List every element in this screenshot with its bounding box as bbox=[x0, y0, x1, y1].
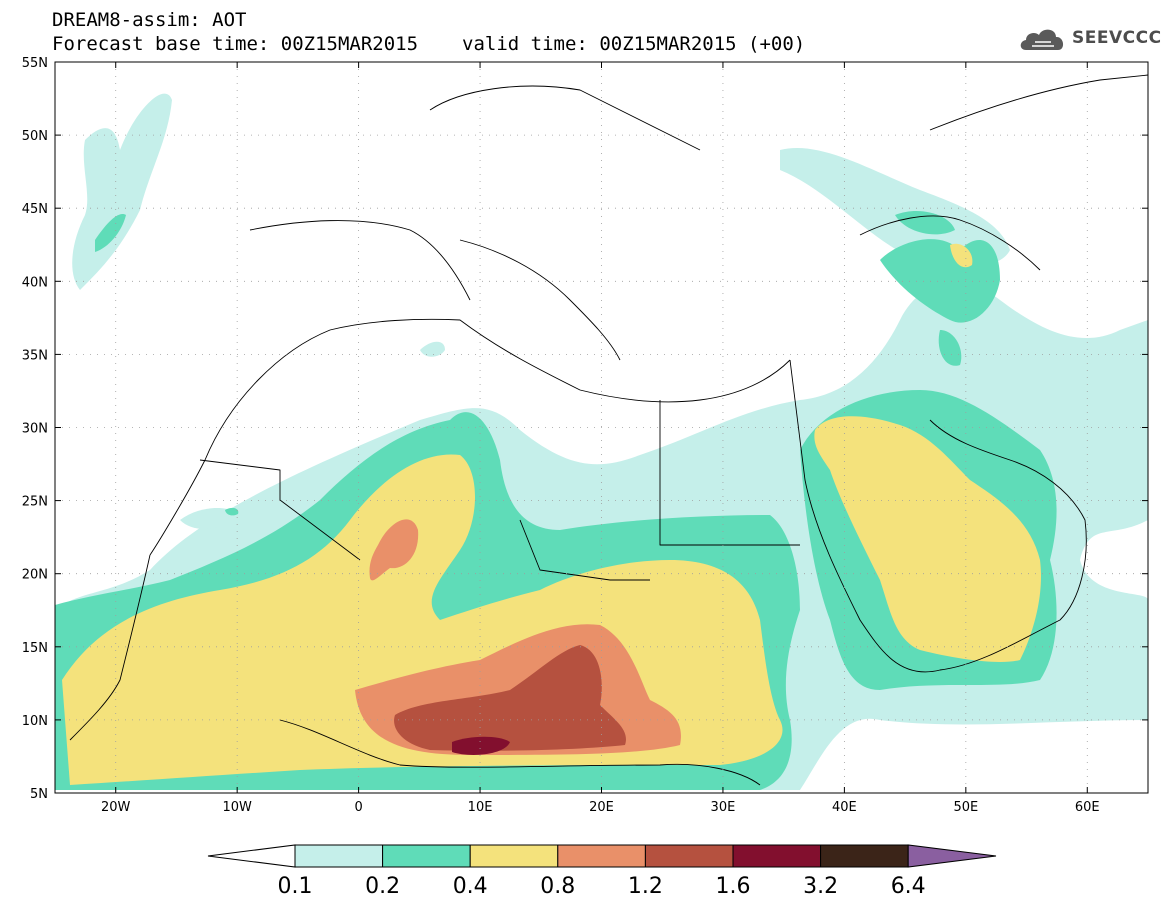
colorbar-label: 3.2 bbox=[803, 874, 838, 899]
colorbar: 0.1 0.2 0.4 0.8 1.2 1.6 3.2 6.4 bbox=[207, 844, 997, 899]
lat-label: 35N bbox=[22, 348, 48, 363]
aot-band-1.2 bbox=[394, 645, 626, 751]
colorbar-label: 0.2 bbox=[365, 874, 400, 899]
colorbar-label: 0.1 bbox=[278, 874, 313, 899]
colorbar-box bbox=[644, 844, 734, 868]
lon-label: 10W bbox=[222, 800, 252, 815]
lat-label: 30N bbox=[22, 422, 48, 437]
lon-label: 60E bbox=[1075, 800, 1100, 815]
colorbar-box bbox=[732, 844, 822, 868]
graticule bbox=[55, 62, 1148, 793]
lon-label: 30E bbox=[711, 800, 736, 815]
colorbar-label: 0.8 bbox=[540, 874, 575, 899]
colorbar-box bbox=[382, 844, 471, 868]
colorbar-box bbox=[557, 844, 646, 868]
map-title: DREAM8-assim: AOT bbox=[52, 9, 247, 31]
lat-label: 5N bbox=[30, 787, 48, 802]
logo-text: SEEVCCC bbox=[1072, 28, 1162, 48]
aot-band-1.6 bbox=[452, 736, 510, 755]
seevccc-logo: SEEVCCC bbox=[1018, 23, 1161, 55]
colorbar-box bbox=[469, 844, 559, 868]
forecast-base-time: Forecast base time: 00Z15MAR2015 bbox=[52, 33, 419, 55]
lon-label: 50E bbox=[953, 800, 978, 815]
lon-label: 10E bbox=[468, 800, 493, 815]
colorbar-box bbox=[820, 844, 909, 868]
cloud-icon bbox=[1020, 29, 1064, 50]
colorbar-label: 0.4 bbox=[453, 874, 488, 899]
colorbar-label: 6.4 bbox=[891, 874, 926, 899]
valid-time: valid time: 00Z15MAR2015 (+00) bbox=[462, 33, 806, 55]
lon-label: 40E bbox=[832, 800, 857, 815]
colorbar-box bbox=[294, 844, 384, 868]
colorbar-label: 1.6 bbox=[716, 874, 751, 899]
lat-label: 15N bbox=[22, 641, 48, 656]
coastlines bbox=[69, 74, 1148, 786]
lat-label: 55N bbox=[22, 56, 48, 71]
lat-axis: 55N 50N 45N 40N 35N 30N 25N 20N 15N 10N 5N bbox=[22, 56, 1148, 802]
lat-label: 40N bbox=[22, 275, 48, 290]
lon-label: 20W bbox=[101, 800, 131, 815]
colorbar-label: 1.2 bbox=[628, 874, 663, 899]
lat-label: 50N bbox=[22, 129, 48, 144]
lon-axis: 20W 10W 0 10E 20E 30E 40E 50E 60E bbox=[101, 62, 1100, 815]
colorbar-arrow-high bbox=[907, 844, 997, 868]
colorbar-arrow-low bbox=[207, 844, 296, 868]
lat-label: 10N bbox=[22, 714, 48, 729]
time-line: Forecast base time: 00Z15MAR2015 valid ti… bbox=[52, 33, 805, 55]
lon-label: 0 bbox=[354, 800, 362, 815]
lat-label: 45N bbox=[22, 202, 48, 217]
lon-label: 20E bbox=[589, 800, 614, 815]
lat-label: 25N bbox=[22, 495, 48, 510]
lat-label: 20N bbox=[22, 568, 48, 583]
